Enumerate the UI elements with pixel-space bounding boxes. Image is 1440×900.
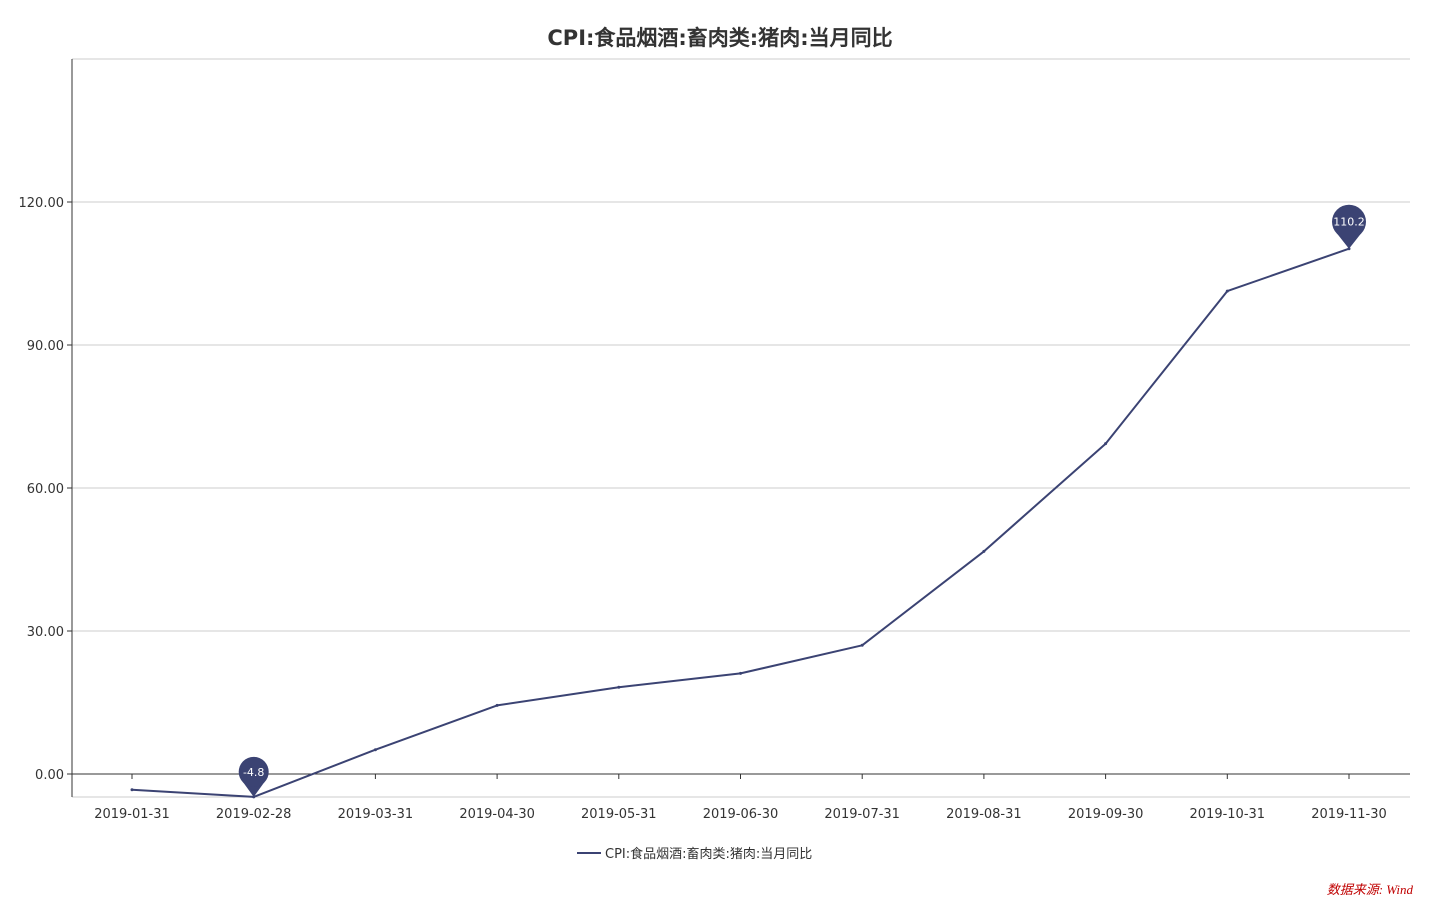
y-tick-label: 60.00 bbox=[27, 482, 64, 497]
data-point bbox=[617, 685, 621, 689]
grid-lines bbox=[72, 58, 1410, 798]
x-tick-label: 2019-08-31 bbox=[946, 807, 1022, 822]
y-tick-label: 90.00 bbox=[27, 339, 64, 354]
marker-pin-head bbox=[1332, 204, 1366, 239]
x-tick-label: 2019-06-30 bbox=[703, 807, 779, 822]
data-point bbox=[860, 643, 864, 647]
y-tick-label: 120.00 bbox=[19, 196, 65, 211]
y-tick-label: 30.00 bbox=[27, 625, 64, 640]
x-tick-label: 2019-11-30 bbox=[1311, 807, 1387, 822]
x-tick-label: 2019-07-31 bbox=[824, 807, 900, 822]
series-line bbox=[131, 247, 1350, 798]
data-point bbox=[495, 703, 499, 707]
x-tick-label: 2019-03-31 bbox=[338, 807, 414, 822]
x-tick-label: 2019-05-31 bbox=[581, 807, 657, 822]
marker-pin-head bbox=[238, 756, 269, 787]
data-point bbox=[1225, 289, 1229, 293]
legend[interactable]: CPI:食品烟酒:畜肉类:猪肉:当月同比 bbox=[577, 846, 812, 862]
source-note: 数据来源: Wind bbox=[1326, 882, 1413, 897]
data-point bbox=[982, 549, 986, 553]
legend-label: CPI:食品烟酒:畜肉类:猪肉:当月同比 bbox=[605, 846, 812, 862]
marker-pin-tail bbox=[243, 782, 265, 797]
marker-pin: -4.8 bbox=[238, 756, 269, 797]
marker-layer: -4.8 110.2 bbox=[238, 204, 1366, 797]
chart-title: CPI:食品烟酒:畜肉类:猪肉:当月同比 bbox=[547, 26, 893, 50]
x-tick-label: 2019-01-31 bbox=[94, 807, 170, 822]
y-axis: 0.00 30.00 60.00 90.00 120.00 bbox=[19, 59, 73, 797]
data-point bbox=[1104, 442, 1108, 446]
marker-pin: 110.2 bbox=[1332, 204, 1366, 249]
x-axis: 2019-01-31 2019-02-28 2019-03-31 2019-04-30… bbox=[72, 773, 1410, 822]
x-tick-label: 2019-10-31 bbox=[1190, 807, 1266, 822]
x-tick-label: 2019-09-30 bbox=[1068, 807, 1144, 822]
x-tick-label: 2019-04-30 bbox=[459, 807, 535, 822]
data-point bbox=[739, 671, 742, 675]
marker-label: -4.8 bbox=[243, 766, 264, 779]
series-layer bbox=[130, 247, 1351, 799]
x-tick-label: 2019-02-28 bbox=[216, 807, 292, 822]
data-point bbox=[373, 748, 377, 752]
y-tick-label: 0.00 bbox=[35, 768, 64, 783]
marker-label: 110.2 bbox=[1333, 216, 1365, 229]
data-point bbox=[130, 788, 134, 792]
